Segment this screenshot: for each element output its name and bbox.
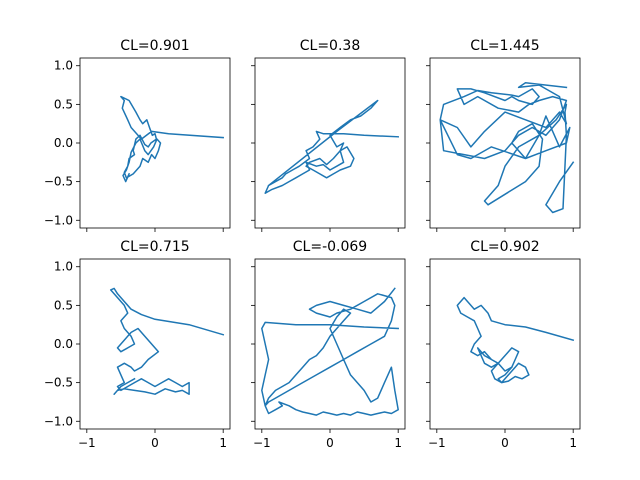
- series-line: [109, 287, 225, 395]
- x-tick-label: 1: [394, 436, 402, 450]
- x-tick-label: 1: [219, 436, 227, 450]
- subplot-title: CL=0.715: [120, 239, 189, 255]
- subplot-5: CL=-0.069 −1 0 1: [251, 239, 406, 450]
- y-tick-label: 0.0: [54, 136, 73, 150]
- y-tick-label: 1.0: [54, 59, 73, 73]
- series-line: [456, 296, 575, 384]
- subplot-4: CL=0.715 −1 0 1 −1.0 −0.5 0.0 0.5 1.0: [44, 239, 231, 450]
- subplot-title: CL=0.38: [300, 38, 360, 54]
- subplot-3: CL=1.445: [426, 38, 581, 232]
- subplot-title: CL=0.901: [120, 38, 189, 54]
- y-tick-label: −0.5: [44, 175, 73, 189]
- x-tick-label: 1: [569, 436, 577, 450]
- y-tick-label: 1.0: [54, 260, 73, 274]
- axes-frame: [254, 258, 406, 430]
- axes-frame: [254, 57, 406, 229]
- x-tick-label: 0: [326, 436, 334, 450]
- series-line: [264, 99, 399, 194]
- subplot-title: CL=0.902: [470, 239, 539, 255]
- y-tick-label: −1.0: [44, 414, 73, 428]
- y-tick-label: 0.5: [54, 298, 73, 312]
- subplot-6: CL=0.902 −1 0 1: [426, 239, 581, 450]
- subplot-2: CL=0.38: [251, 38, 406, 232]
- y-tick-label: −1.0: [44, 213, 73, 227]
- series-line: [261, 287, 399, 416]
- axes-frame: [429, 258, 581, 430]
- x-tick-label: −1: [428, 436, 446, 450]
- series-line: [439, 81, 575, 214]
- y-tick-label: −0.5: [44, 376, 73, 390]
- x-tick-label: −1: [253, 436, 271, 450]
- subplot-1: CL=0.901 −1.0 −0.5 0.0 0.5 1.0: [44, 38, 231, 232]
- x-tick-label: −1: [78, 436, 96, 450]
- x-tick-label: 0: [501, 436, 509, 450]
- subplot-title: CL=-0.069: [293, 239, 367, 255]
- series-line: [120, 95, 225, 183]
- y-tick-label: 0.5: [54, 97, 73, 111]
- subplot-title: CL=1.445: [470, 38, 539, 54]
- x-tick-label: 0: [151, 436, 159, 450]
- y-tick-label: 0.0: [54, 337, 73, 351]
- axes-frame: [79, 258, 231, 430]
